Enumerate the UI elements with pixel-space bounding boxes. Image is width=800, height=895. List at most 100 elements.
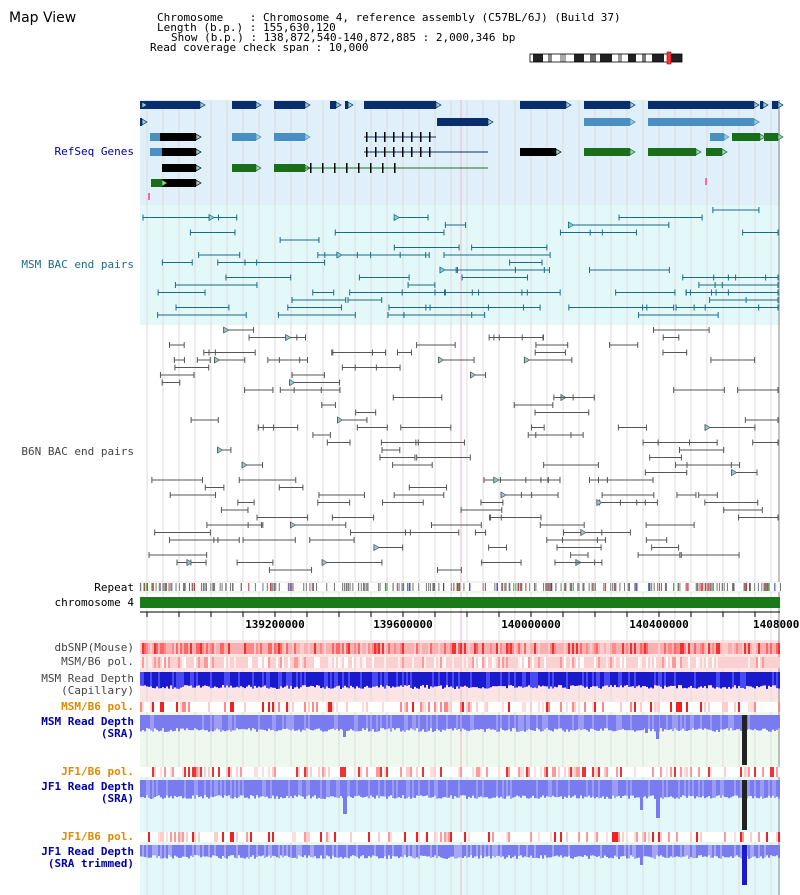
- repeat-element: [343, 583, 345, 591]
- gene-arrow: [195, 179, 202, 187]
- depth-bar: [718, 780, 720, 796]
- heat-cell: [776, 643, 778, 654]
- depth-bar: [520, 845, 522, 856]
- heat-cell: [214, 832, 216, 842]
- depth-bar: [376, 780, 378, 796]
- cytoband-segment: [584, 54, 590, 62]
- depth-bar: [438, 715, 440, 731]
- depth-bar: [738, 780, 740, 798]
- heat-cell: [778, 643, 780, 654]
- heat-cell: [444, 832, 446, 842]
- depth-bar: [604, 780, 606, 799]
- track-label-msm-depth-capillary[interactable]: MSM Read Depth: [41, 672, 134, 685]
- bac-arrow: [596, 498, 603, 507]
- track-label-jf1-depth-trimmed[interactable]: JF1 Read Depth: [41, 845, 134, 858]
- heat-cell: [180, 702, 182, 712]
- depth-bar: [654, 672, 656, 686]
- depth-bar: [606, 845, 608, 857]
- gene-exon: [364, 101, 436, 109]
- track-label-b6n-bac[interactable]: B6N BAC end pairs: [21, 445, 134, 458]
- heat-cell: [150, 657, 152, 668]
- depth-bar: [598, 715, 600, 731]
- depth-bar: [208, 715, 210, 732]
- depth-bar: [226, 715, 228, 731]
- heat-cell: [174, 832, 176, 842]
- heat-cell: [378, 767, 380, 777]
- track-label-refseq[interactable]: RefSeq Genes: [54, 145, 134, 158]
- heat-cell: [326, 702, 328, 712]
- depth-bar: [396, 780, 398, 799]
- depth-bar: [294, 672, 296, 688]
- repeat-element: [749, 583, 751, 591]
- heat-cell: [538, 657, 540, 668]
- bac-arrow: [500, 491, 507, 499]
- track-label-msm-b6-pol[interactable]: MSM/B6 pol.: [61, 655, 134, 668]
- depth-bar: [140, 715, 142, 732]
- heat-cell: [474, 643, 476, 654]
- heat-cell: [506, 767, 508, 777]
- depth-bar: [526, 715, 528, 731]
- repeat-element: [651, 583, 653, 591]
- heat-cell: [340, 767, 342, 777]
- depth-bar: [286, 715, 288, 729]
- heat-cell: [140, 643, 142, 654]
- heat-cell: [272, 832, 274, 842]
- depth-bar: [192, 715, 194, 731]
- track-label-jf1-depth-sra[interactable]: JF1 Read Depth: [41, 780, 134, 793]
- repeat-element: [591, 583, 593, 591]
- track-label-repeat[interactable]: Repeat: [94, 581, 134, 594]
- track-label-dbsnp[interactable]: dbSNP(Mouse): [54, 641, 134, 654]
- depth-bar: [354, 780, 356, 797]
- heat-cell: [472, 767, 474, 777]
- track-label-jf1-b6-pol[interactable]: JF1/B6 pol.: [61, 765, 134, 778]
- depth-bar: [590, 715, 592, 729]
- depth-bar: [498, 845, 500, 856]
- depth-bar: [270, 715, 272, 731]
- heat-cell: [384, 767, 386, 777]
- depth-bar: [490, 715, 492, 730]
- track-label-msm-b6-pol-2[interactable]: MSM/B6 pol.: [61, 700, 134, 713]
- depth-bar: [214, 845, 216, 856]
- depth-bar: [408, 845, 410, 856]
- heat-cell: [570, 657, 572, 668]
- track-label-msm-bac[interactable]: MSM BAC end pairs: [21, 258, 134, 271]
- heat-cell: [570, 767, 572, 777]
- track-label-jf1-b6-pol-2[interactable]: JF1/B6 pol.: [61, 830, 134, 843]
- depth-bar: [772, 672, 774, 686]
- heat-cell: [358, 657, 360, 668]
- repeat-element: [155, 583, 157, 591]
- bac-arrow: [186, 558, 193, 567]
- depth-bar: [200, 845, 202, 858]
- depth-bar: [766, 672, 768, 689]
- track-label-msm-depth-sra[interactable]: MSM Read Depth: [41, 715, 134, 728]
- chromosome-ideogram[interactable]: [529, 51, 683, 65]
- depth-bar: [734, 845, 736, 857]
- heat-cell: [378, 643, 380, 654]
- depth-bar: [640, 672, 642, 688]
- heat-cell: [358, 767, 360, 777]
- depth-bar: [306, 845, 308, 858]
- heat-cell: [436, 702, 438, 712]
- depth-bar: [210, 845, 212, 858]
- depth-bar: [666, 672, 668, 688]
- repeat-element: [311, 583, 313, 591]
- depth-bar: [546, 845, 548, 858]
- depth-bar: [400, 672, 402, 686]
- depth-bar: [336, 845, 338, 858]
- heat-cell: [650, 702, 652, 712]
- repeat-element: [352, 583, 354, 591]
- depth-bar: [550, 845, 552, 858]
- heat-cell: [526, 767, 528, 777]
- heat-cell: [422, 702, 424, 712]
- cytoband-segment: [622, 54, 628, 62]
- depth-bar: [144, 715, 146, 732]
- heat-cell: [538, 643, 540, 654]
- repeat-element: [613, 583, 615, 591]
- repeat-element: [696, 583, 698, 591]
- heat-cell: [458, 767, 460, 777]
- depth-bar: [272, 672, 274, 688]
- depth-bar: [330, 715, 332, 730]
- depth-bar: [608, 672, 610, 688]
- depth-bar: [242, 845, 244, 858]
